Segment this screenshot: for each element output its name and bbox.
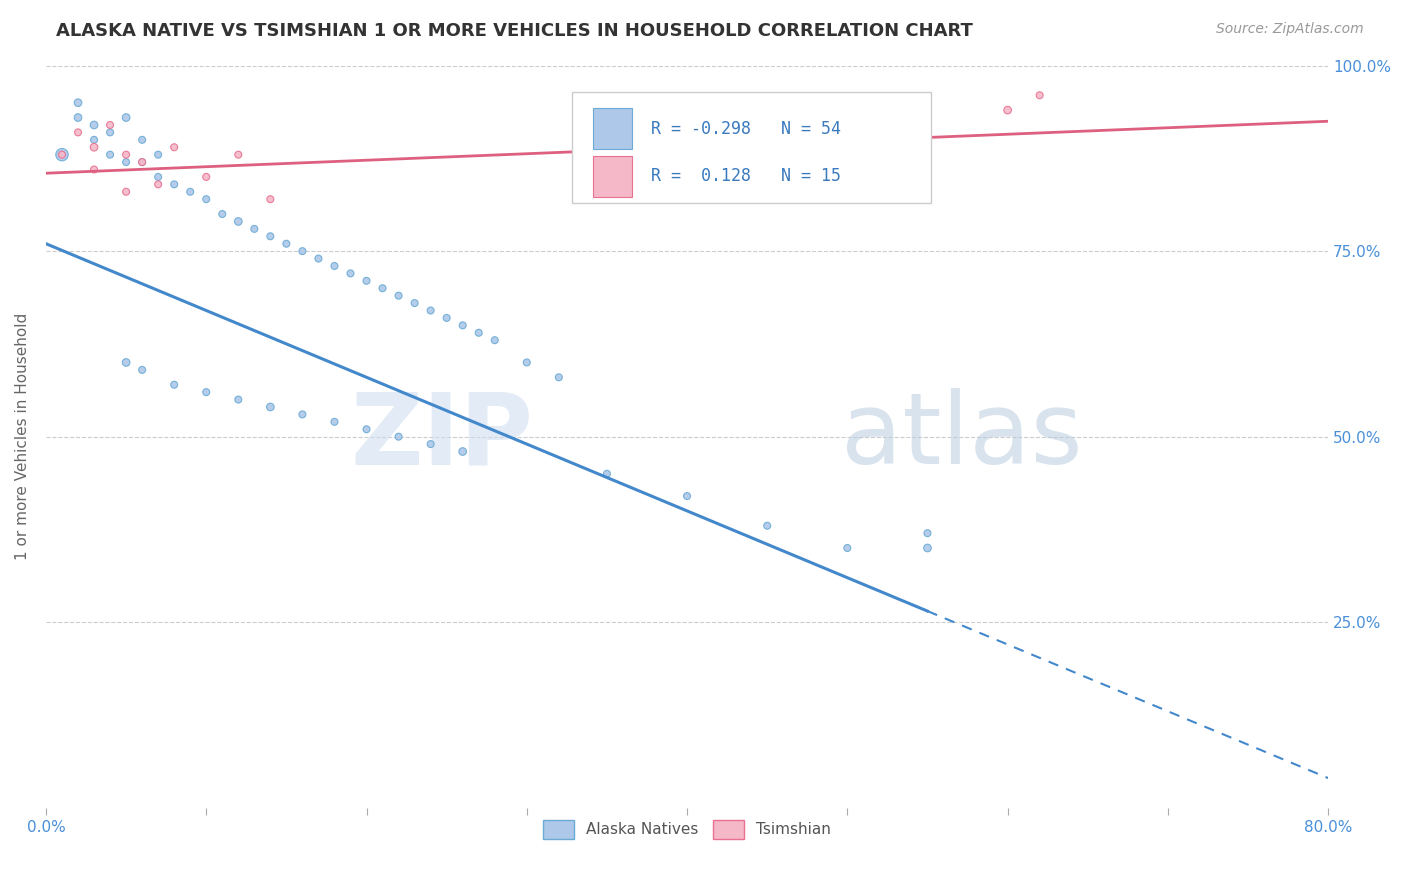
Point [756, 518, 779, 533]
Point [226, 214, 249, 228]
Point [98, 125, 121, 139]
Point [419, 437, 441, 451]
Point [115, 147, 138, 161]
Point [146, 147, 169, 161]
Point [547, 370, 569, 384]
Point [1028, 88, 1050, 103]
Point [66, 125, 89, 139]
Text: atlas: atlas [841, 388, 1083, 485]
Point [146, 169, 169, 184]
Point [596, 467, 619, 481]
Point [83, 133, 105, 147]
Point [276, 236, 298, 251]
Point [98, 118, 121, 132]
Point [131, 133, 153, 147]
Point [837, 541, 859, 555]
Point [419, 303, 441, 318]
Point [195, 192, 218, 206]
Point [195, 169, 218, 184]
Point [179, 185, 201, 199]
Text: R =  0.128   N = 15: R = 0.128 N = 15 [651, 168, 841, 186]
Point [356, 274, 378, 288]
FancyBboxPatch shape [572, 92, 931, 202]
Text: ZIP: ZIP [350, 388, 533, 485]
Point [997, 103, 1019, 117]
Text: Source: ZipAtlas.com: Source: ZipAtlas.com [1216, 22, 1364, 37]
Point [115, 355, 138, 369]
Point [226, 147, 249, 161]
Point [146, 178, 169, 192]
Point [259, 400, 281, 414]
Point [243, 222, 266, 236]
Point [163, 140, 186, 154]
Point [131, 155, 153, 169]
Point [467, 326, 489, 340]
Point [115, 185, 138, 199]
Y-axis label: 1 or more Vehicles in Household: 1 or more Vehicles in Household [15, 313, 30, 560]
Point [484, 333, 506, 347]
Point [211, 207, 233, 221]
Point [307, 252, 329, 266]
Point [676, 489, 699, 503]
Point [83, 162, 105, 177]
Point [131, 363, 153, 377]
Point [259, 229, 281, 244]
Point [356, 422, 378, 436]
Point [291, 244, 314, 259]
Point [404, 296, 426, 310]
Point [66, 95, 89, 110]
Point [163, 377, 186, 392]
Legend: Alaska Natives, Tsimshian: Alaska Natives, Tsimshian [537, 814, 837, 845]
Text: ALASKA NATIVE VS TSIMSHIAN 1 OR MORE VEHICLES IN HOUSEHOLD CORRELATION CHART: ALASKA NATIVE VS TSIMSHIAN 1 OR MORE VEH… [56, 22, 973, 40]
Point [339, 267, 361, 281]
Point [51, 147, 73, 161]
Point [291, 408, 314, 422]
Point [451, 444, 474, 458]
Point [83, 118, 105, 132]
Point [259, 192, 281, 206]
Point [516, 355, 538, 369]
Point [115, 155, 138, 169]
Point [323, 259, 346, 273]
Point [195, 385, 218, 400]
Text: R = -0.298   N = 54: R = -0.298 N = 54 [651, 120, 841, 137]
Point [436, 310, 458, 325]
Point [66, 111, 89, 125]
Bar [593, 108, 631, 149]
Point [323, 415, 346, 429]
Point [115, 111, 138, 125]
Point [917, 541, 939, 555]
Bar [593, 156, 631, 197]
Point [451, 318, 474, 333]
Point [371, 281, 394, 295]
Point [131, 155, 153, 169]
Point [387, 288, 409, 302]
Point [98, 147, 121, 161]
Point [163, 178, 186, 192]
Point [917, 526, 939, 541]
Point [51, 147, 73, 161]
Point [387, 430, 409, 444]
Point [226, 392, 249, 407]
Point [83, 140, 105, 154]
